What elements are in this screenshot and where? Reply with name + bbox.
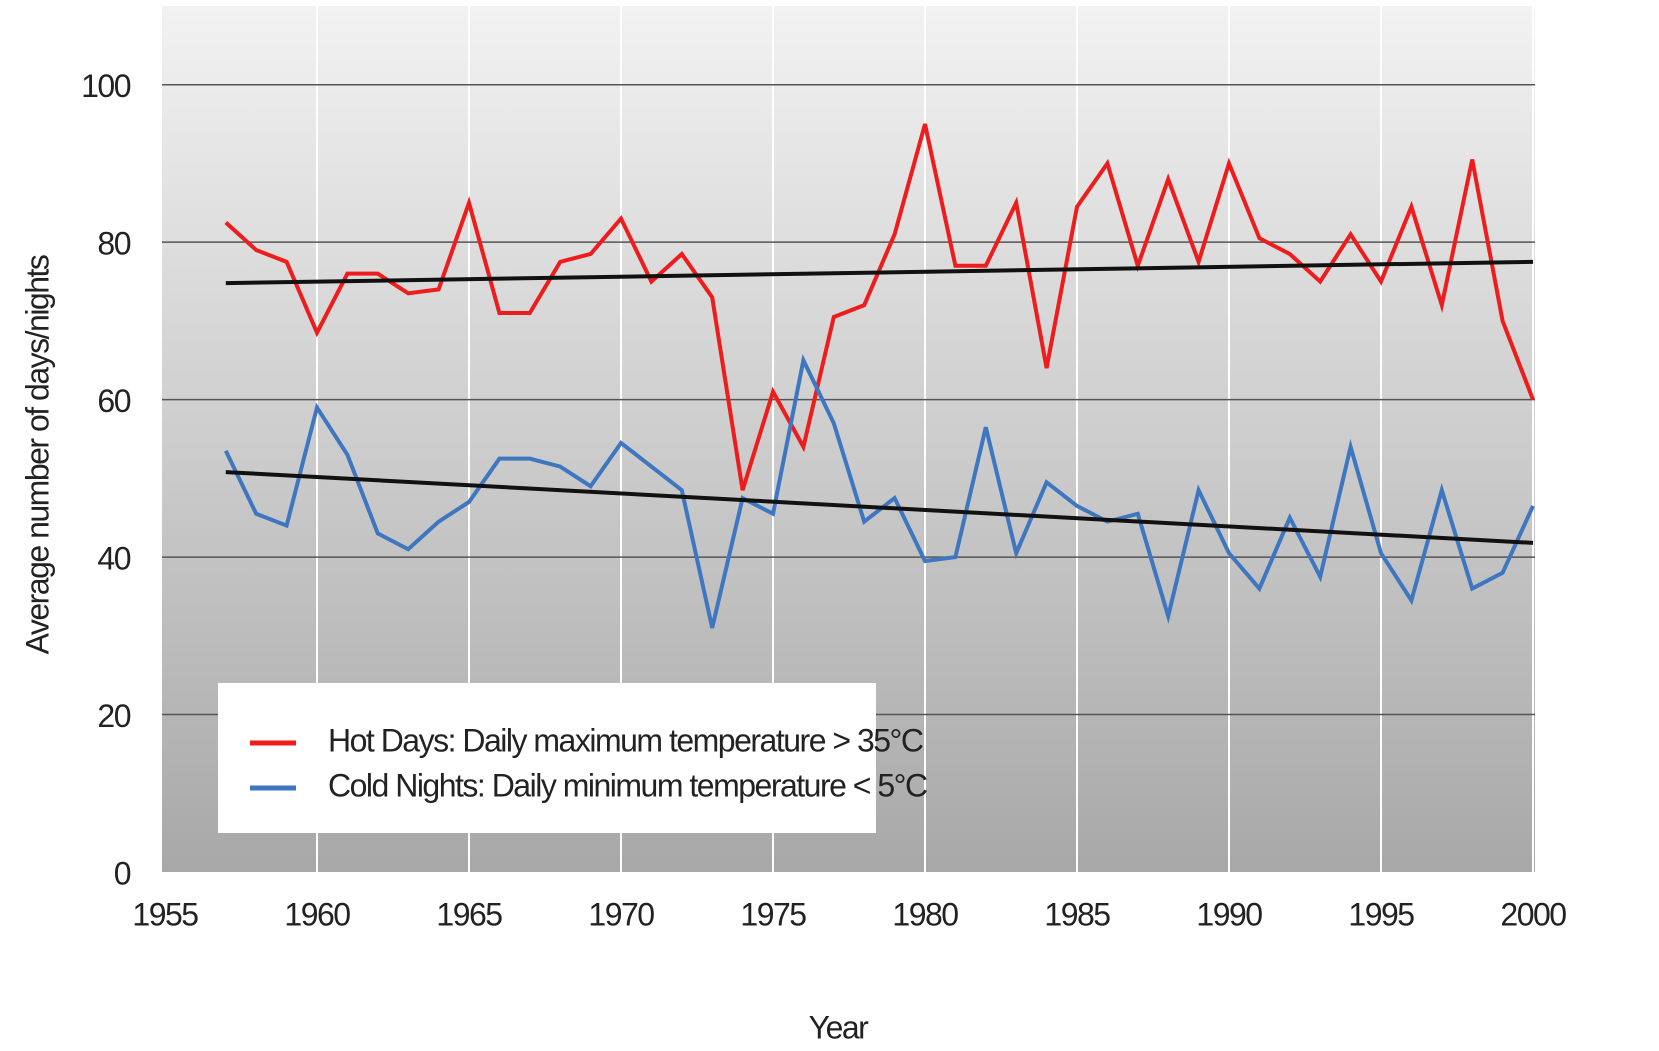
y-tick-label: 20 (97, 698, 130, 734)
legend-label: Cold Nights: Daily minimum temperature <… (328, 767, 927, 803)
y-tick-label: 80 (97, 226, 130, 262)
legend-label: Hot Days: Daily maximum temperature > 35… (328, 722, 923, 758)
x-tick-label: 1965 (436, 896, 502, 932)
x-tick-label: 1985 (1044, 896, 1110, 932)
x-tick-label: 2000 (1500, 896, 1566, 932)
legend-box (218, 683, 876, 833)
x-tick-label: 1980 (892, 896, 958, 932)
data-line (223, 354, 1535, 629)
x-axis-label: Year (809, 1009, 870, 1045)
y-axis-label: Average number of days/nights (19, 255, 55, 654)
y-tick-label: 0 (114, 855, 131, 891)
x-tick-label: 1995 (1348, 896, 1414, 932)
x-tick-label: 1970 (588, 896, 654, 932)
y-tick-label: 100 (81, 68, 131, 104)
trend-line (225, 259, 1534, 286)
x-tick-label: 1990 (1196, 896, 1262, 932)
x-tick-label: 1960 (284, 896, 350, 932)
x-tick-label: 1955 (132, 896, 198, 932)
data-line (224, 123, 1535, 491)
y-tick-label: 40 (97, 541, 130, 577)
trend-line (225, 470, 1534, 545)
x-tick-label: 1975 (740, 896, 806, 932)
legend: Hot Days: Daily maximum temperature > 35… (218, 683, 928, 833)
y-tick-label: 60 (97, 383, 130, 419)
